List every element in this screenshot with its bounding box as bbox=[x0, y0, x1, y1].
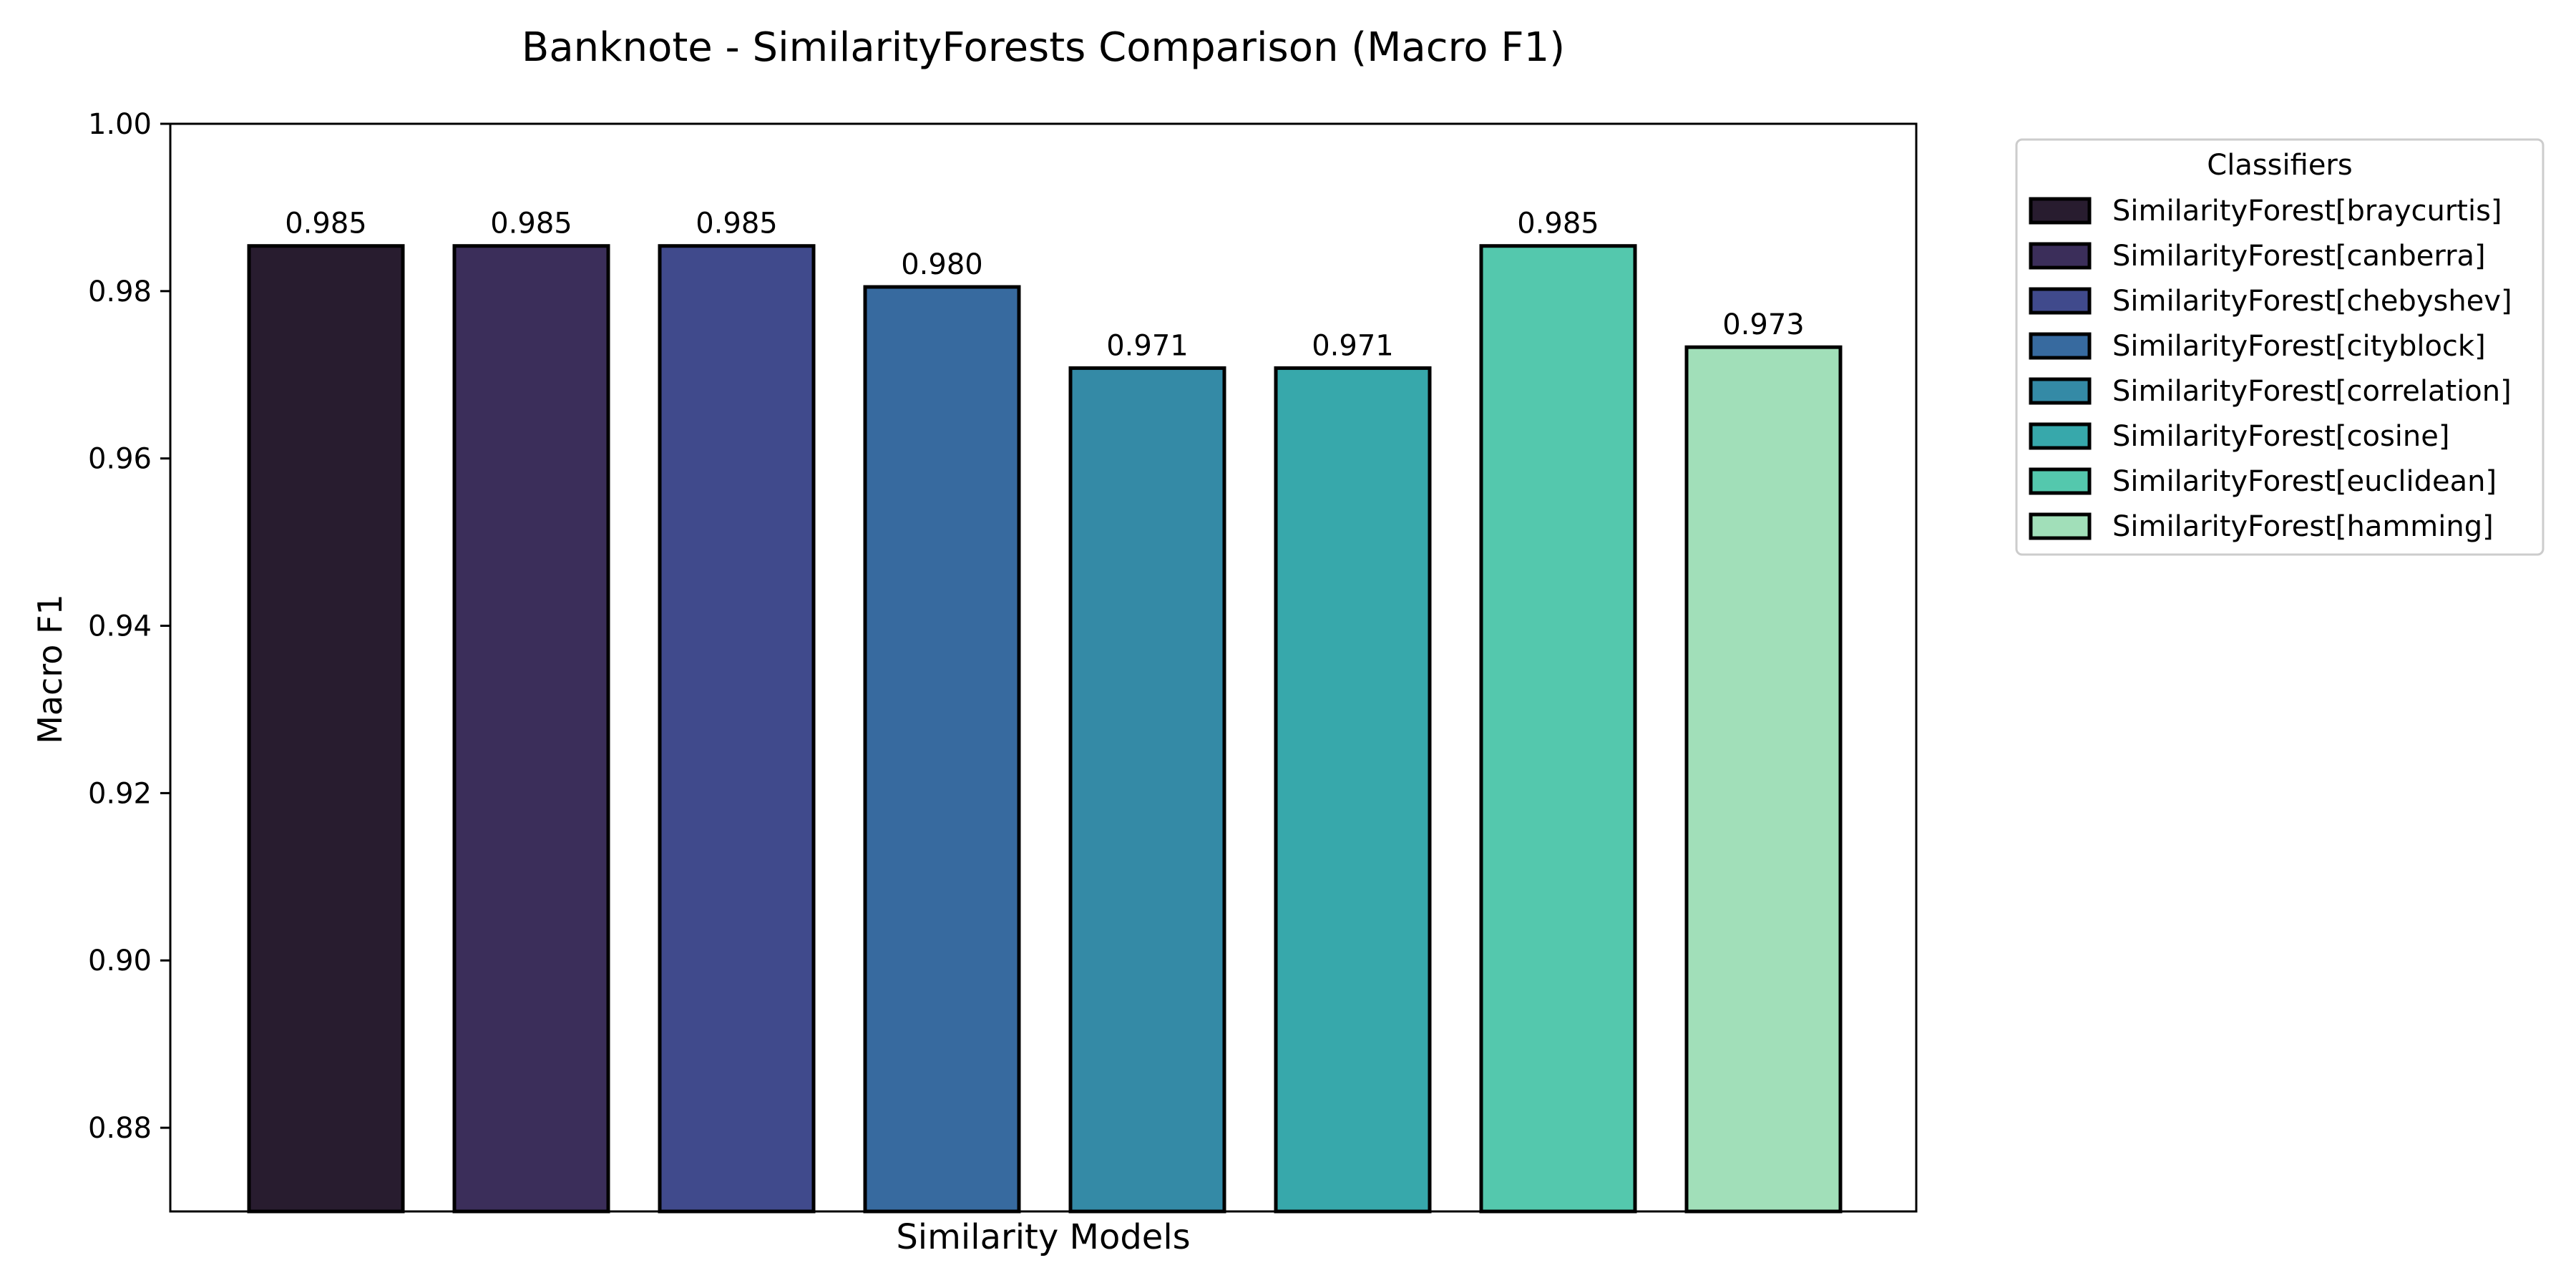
y-axis-ticks: 0.88 0.90 0.92 0.94 0.96 0.98 1.00 bbox=[88, 108, 170, 1145]
legend-label: SimilarityForest[cityblock] bbox=[2112, 330, 2486, 363]
y-axis-label: Macro F1 bbox=[31, 594, 69, 744]
legend-label: SimilarityForest[canberra] bbox=[2112, 240, 2486, 273]
y-tick-label: 1.00 bbox=[88, 108, 152, 141]
bar bbox=[452, 244, 610, 1214]
legend-swatch bbox=[2029, 512, 2092, 540]
plot-area-frame bbox=[169, 122, 1918, 1213]
value-labels-group: 0.985 0.985 0.985 0.980 0.971 0.971 0.985 0.973 bbox=[285, 208, 1805, 363]
bar-value-label: 0.985 bbox=[1517, 208, 1599, 240]
legend-label: SimilarityForest[correlation] bbox=[2112, 375, 2512, 408]
legend: Classifiers SimilarityForest[braycurtis]… bbox=[2015, 138, 2545, 556]
legend-label: SimilarityForest[chebyshev] bbox=[2112, 285, 2512, 318]
legend-swatch bbox=[2029, 197, 2092, 225]
bar-value-label: 0.973 bbox=[1722, 308, 1805, 341]
y-tick-label: 0.94 bbox=[88, 610, 152, 643]
legend-label: SimilarityForest[hamming] bbox=[2112, 510, 2494, 543]
bar-value-label: 0.971 bbox=[1106, 329, 1189, 362]
legend-swatch bbox=[2029, 287, 2092, 315]
bar-value-label: 0.985 bbox=[490, 208, 572, 240]
x-axis-label: Similarity Models bbox=[896, 1217, 1190, 1257]
bar-value-label: 0.971 bbox=[1312, 329, 1394, 362]
legend-label: SimilarityForest[euclidean] bbox=[2112, 465, 2497, 498]
bar bbox=[247, 244, 405, 1214]
bar-value-label: 0.985 bbox=[285, 208, 367, 240]
bar bbox=[1479, 244, 1637, 1214]
bar bbox=[1684, 345, 1843, 1214]
bar bbox=[863, 285, 1021, 1214]
legend-swatch bbox=[2029, 377, 2092, 405]
y-tick-label: 0.88 bbox=[88, 1112, 152, 1145]
legend-swatch bbox=[2029, 422, 2092, 450]
legend-title: Classifiers bbox=[2207, 149, 2352, 182]
legend-box bbox=[2015, 138, 2545, 556]
chart-title: Banknote - SimilarityForests Comparison … bbox=[522, 24, 1565, 71]
bar-value-label: 0.980 bbox=[901, 248, 983, 281]
y-tick-label: 0.96 bbox=[88, 443, 152, 476]
bars-group bbox=[247, 244, 1843, 1214]
bar bbox=[658, 244, 816, 1214]
legend-swatch bbox=[2029, 467, 2092, 495]
bar bbox=[1274, 366, 1432, 1214]
y-tick-label: 0.92 bbox=[88, 777, 152, 810]
legend-swatch bbox=[2029, 332, 2092, 360]
bar bbox=[1068, 366, 1226, 1214]
legend-entries: SimilarityForest[braycurtis] SimilarityFo… bbox=[2029, 195, 2512, 543]
y-tick-label: 0.90 bbox=[88, 945, 152, 977]
bar-value-label: 0.985 bbox=[696, 208, 778, 240]
legend-label: SimilarityForest[cosine] bbox=[2112, 420, 2449, 453]
legend-swatch bbox=[2029, 242, 2092, 270]
y-tick-label: 0.98 bbox=[88, 275, 152, 308]
legend-label: SimilarityForest[braycurtis] bbox=[2112, 195, 2502, 228]
